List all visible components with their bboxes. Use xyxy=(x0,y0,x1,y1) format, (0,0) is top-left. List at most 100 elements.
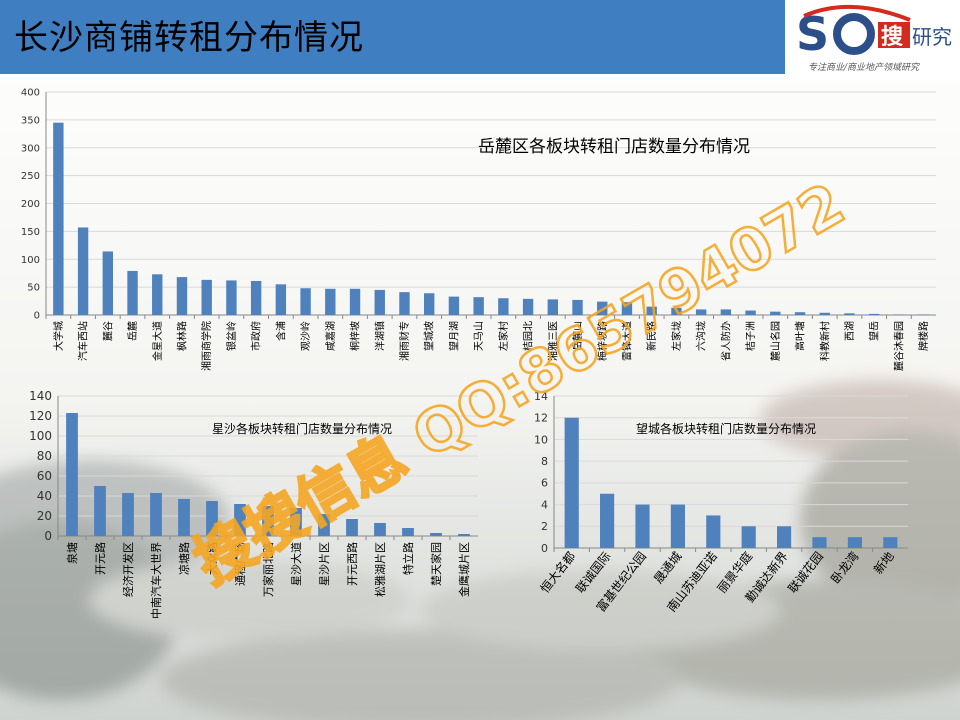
bar xyxy=(94,486,106,536)
bar xyxy=(812,537,827,548)
category-label: 洋湖镇 xyxy=(373,321,386,351)
category-label: 楚天家园 xyxy=(429,542,443,586)
y-tick-label: 0 xyxy=(34,311,40,322)
so-search-logo: S 搜 研究 xyxy=(790,0,960,80)
bar xyxy=(777,526,792,548)
bar xyxy=(745,310,756,315)
category-label: 岳麓 xyxy=(126,321,139,341)
category-label: 雷锋大道 xyxy=(620,321,633,361)
category-label: 通程广场 xyxy=(233,542,247,586)
category-label: 金鹰城片区 xyxy=(457,542,471,597)
category-label: 省人防办 xyxy=(719,321,732,361)
bar xyxy=(844,313,855,315)
bar xyxy=(374,523,386,536)
category-label: 大众路 xyxy=(205,542,219,575)
category-label: 望月湖 xyxy=(447,321,460,351)
bar xyxy=(473,297,484,315)
bar xyxy=(671,307,682,315)
y-tick-label: 120 xyxy=(29,409,52,423)
category-label: 桔子洲 xyxy=(744,321,757,351)
chart-xingsha: 0 20 40 60 80 100 120 140 泉塘 开元路 经济开发区 中南汽车大世界 凉塘路 大众… xyxy=(29,389,478,619)
bar xyxy=(346,519,358,536)
category-label: 高叶塘 xyxy=(794,321,807,351)
y-tick-label: 150 xyxy=(21,227,40,238)
bar xyxy=(201,279,212,315)
bar xyxy=(399,292,410,315)
category-label: 开元西路 xyxy=(346,542,359,586)
bar xyxy=(127,270,138,315)
bar xyxy=(206,501,218,536)
bar xyxy=(152,274,163,315)
title-banner: 长沙商铺转租分布情况 xyxy=(0,0,785,74)
category-label: 市政府 xyxy=(250,321,263,351)
category-label: 望岳 xyxy=(868,321,881,341)
category-label: 泉塘 xyxy=(65,542,79,564)
bar xyxy=(424,293,435,315)
bar xyxy=(794,312,806,315)
y-tick-label: 20 xyxy=(37,509,52,523)
category-label: 桐梓坡 xyxy=(349,321,362,351)
category-label: 星沙片区 xyxy=(318,542,331,586)
bar xyxy=(300,288,311,315)
y-tick-label: 300 xyxy=(21,143,40,154)
category-label: 湘雨财专 xyxy=(398,321,411,361)
bar xyxy=(621,302,633,315)
category-label: 咸嘉湖 xyxy=(324,321,337,351)
category-label: 联诚花园 xyxy=(785,549,826,596)
bar xyxy=(226,280,237,315)
chart-title: 望城各板块转租门店数量分布情况 xyxy=(636,421,816,436)
y-tick-label: 400 xyxy=(21,88,40,99)
bar xyxy=(893,314,905,315)
category-label: 枫林路 xyxy=(175,321,188,351)
y-tick-label: 80 xyxy=(37,449,52,463)
category-label: 西湖 xyxy=(844,321,856,341)
category-label: 恒大名都 xyxy=(537,549,578,596)
category-label: 天马山 xyxy=(473,321,485,351)
y-tick-label: 10 xyxy=(534,433,548,446)
y-tick-label: 14 xyxy=(534,390,548,403)
bar xyxy=(178,499,190,536)
category-label: 万家丽北路 xyxy=(261,542,275,597)
bar xyxy=(597,301,608,315)
category-label: 星沙大道 xyxy=(289,542,303,586)
bar xyxy=(720,309,732,315)
bar xyxy=(646,306,657,315)
bar xyxy=(869,313,880,315)
category-label: 左家村 xyxy=(497,321,510,351)
category-label: 松雅湖片区 xyxy=(373,542,387,597)
category-label: 开元路 xyxy=(94,542,107,575)
bar xyxy=(325,288,336,315)
category-label: 左家垅 xyxy=(670,321,683,351)
bar xyxy=(402,528,414,536)
bar xyxy=(883,537,898,548)
y-tick-label: 2 xyxy=(541,520,548,533)
category-label: 湘雨商学院 xyxy=(200,321,213,371)
bar xyxy=(564,417,579,548)
chart-yuelu: 0 50 100 150 200 250 300 350 400 大学城 汽车西站 麓谷 岳麓 金星大道枫… xyxy=(21,88,936,371)
y-tick-label: 100 xyxy=(29,429,52,443)
bar xyxy=(819,312,830,315)
category-label: 特立路 xyxy=(401,542,415,575)
bar xyxy=(176,277,188,315)
bar xyxy=(349,288,361,315)
y-tick-label: 12 xyxy=(534,412,548,425)
bar xyxy=(770,311,781,315)
category-label: 汽车西站 xyxy=(77,321,90,361)
category-label: 科教新村 xyxy=(818,321,831,361)
y-tick-label: 4 xyxy=(541,498,548,511)
bar xyxy=(318,514,330,536)
svg-text:S: S xyxy=(796,7,829,61)
bar xyxy=(695,309,707,315)
y-tick-label: 250 xyxy=(21,171,40,182)
bar xyxy=(847,537,862,548)
category-label: 六沟垅 xyxy=(695,321,708,351)
bar xyxy=(458,534,470,536)
bar xyxy=(498,298,509,315)
page-title: 长沙商铺转租分布情况 xyxy=(14,18,364,58)
category-label: 湘雅三医 xyxy=(546,321,559,361)
category-label: 凉塘路 xyxy=(177,542,191,575)
category-label: 晟通城 xyxy=(651,549,684,586)
bar xyxy=(102,251,113,315)
bar xyxy=(600,493,615,548)
bar xyxy=(290,508,302,536)
